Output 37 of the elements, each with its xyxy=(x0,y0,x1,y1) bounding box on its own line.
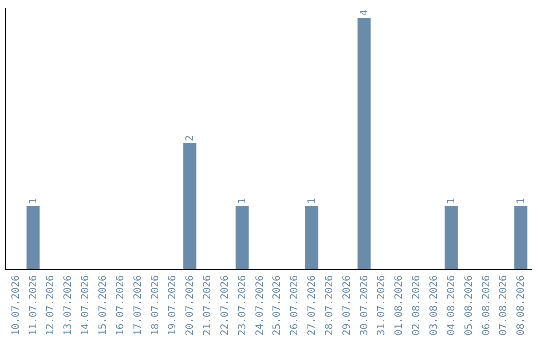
x-tick-label: 02.08.2026 xyxy=(412,276,423,336)
x-tick-label: 25.07.2026 xyxy=(272,276,284,336)
data-label: 1 xyxy=(237,198,248,204)
data-label: 2 xyxy=(185,135,196,142)
x-tick-label: 24.07.2026 xyxy=(254,276,266,336)
x-tick-label: 26.07.2026 xyxy=(290,276,301,336)
x-tick-label: 16.07.2026 xyxy=(115,276,126,336)
x-tick-label: 12.07.2026 xyxy=(46,276,57,336)
x-tick-label: 31.07.2026 xyxy=(376,276,388,336)
x-tick-label: 28.07.2026 xyxy=(324,276,336,336)
x-tick-label: 01.08.2026 xyxy=(394,276,406,336)
data-label: 1 xyxy=(307,198,318,204)
x-tick-label: 17.07.2026 xyxy=(132,276,144,336)
x-tick-label: 18.07.2026 xyxy=(150,276,162,336)
x-tick-label: 21.07.2026 xyxy=(202,276,214,336)
x-tick-label: 15.07.2026 xyxy=(98,276,109,336)
x-tick-label: 23.07.2026 xyxy=(237,276,248,336)
x-tick-label: 22.07.2026 xyxy=(220,276,231,336)
x-tick-label: 11.07.2026 xyxy=(28,276,40,336)
x-tick-label: 08.08.2026 xyxy=(516,276,528,336)
x-tick-label: 10.07.2026 xyxy=(10,276,22,336)
x-tick-label: 07.08.2026 xyxy=(498,276,510,336)
data-label: 1 xyxy=(446,198,458,204)
data-label: 4 xyxy=(359,10,370,16)
data-label: 1 xyxy=(516,198,528,204)
x-tick-label: 13.07.2026 xyxy=(63,276,74,336)
x-tick-label: 05.08.2026 xyxy=(464,276,475,336)
x-tick-label: 03.08.2026 xyxy=(429,276,440,336)
x-tick-label: 14.07.2026 xyxy=(80,276,92,336)
x-tick-label: 29.07.2026 xyxy=(342,276,353,336)
x-tick-label: 19.07.2026 xyxy=(168,276,179,336)
x-tick-label: 20.07.2026 xyxy=(185,276,196,336)
x-tick-label: 27.07.2026 xyxy=(307,276,318,336)
data-label: 1 xyxy=(28,198,40,204)
x-tick-label: 30.07.2026 xyxy=(359,276,370,336)
x-tick-label: 04.08.2026 xyxy=(446,276,458,336)
x-tick-label: 06.08.2026 xyxy=(481,276,492,336)
